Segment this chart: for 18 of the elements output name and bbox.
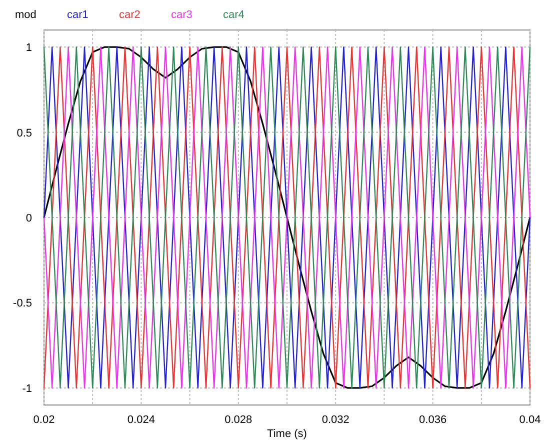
text: car3 xyxy=(171,9,192,21)
x-tick-label: 0.032 xyxy=(322,414,350,426)
text: mod xyxy=(15,9,36,21)
text: car1 xyxy=(67,9,88,21)
text: car2 xyxy=(119,9,140,21)
x-tick-label: 0.04 xyxy=(519,414,541,426)
x-axis-title: Time (s) xyxy=(267,428,307,440)
y-tick-label: 0.5 xyxy=(16,127,32,140)
y-tick-label: 1 xyxy=(26,42,32,54)
y-tick-label: 0 xyxy=(26,212,32,224)
x-tick-label: 0.024 xyxy=(127,414,155,426)
line-series xyxy=(43,46,531,389)
x-tick-label: 0.028 xyxy=(224,414,252,426)
y-tick-label: -0.5 xyxy=(13,298,32,310)
x-tick-label: 0.036 xyxy=(419,414,447,426)
y-tick-label: -1 xyxy=(22,382,32,395)
text: car4 xyxy=(223,9,244,21)
x-tick-label: 0.02 xyxy=(33,414,55,426)
